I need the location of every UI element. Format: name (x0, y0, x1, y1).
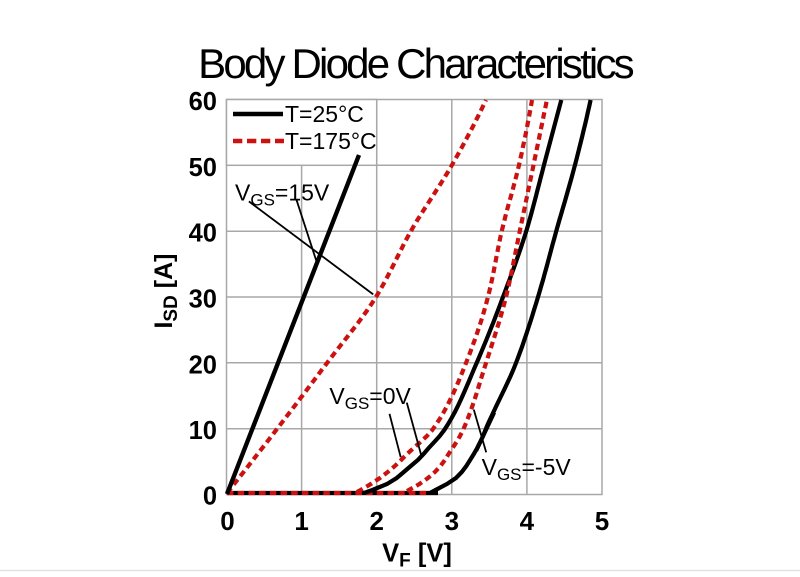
svg-text:VGS=15V: VGS=15V (235, 180, 330, 210)
svg-text:4: 4 (520, 506, 535, 536)
svg-text:VGS=-5V: VGS=-5V (482, 454, 572, 484)
svg-text:3: 3 (445, 506, 459, 536)
svg-text:ISD [A]: ISD [A] (150, 253, 182, 328)
svg-text:VF [V]: VF [V] (382, 540, 452, 572)
svg-text:30: 30 (189, 286, 217, 314)
svg-text:2: 2 (369, 506, 383, 536)
svg-text:10: 10 (189, 417, 217, 445)
svg-text:50: 50 (189, 154, 217, 182)
svg-text:Body Diode Characteristics: Body Diode Characteristics (198, 40, 634, 87)
svg-text:1: 1 (294, 506, 308, 536)
svg-text:T=25°C: T=25°C (285, 101, 364, 127)
svg-text:0: 0 (203, 483, 217, 511)
svg-text:5: 5 (595, 506, 609, 536)
svg-text:60: 60 (189, 88, 217, 116)
svg-text:0: 0 (220, 506, 234, 536)
svg-text:T=175°C: T=175°C (285, 128, 377, 154)
svg-text:VGS=0V: VGS=0V (329, 383, 411, 413)
svg-text:40: 40 (189, 220, 217, 248)
svg-text:20: 20 (189, 351, 217, 379)
